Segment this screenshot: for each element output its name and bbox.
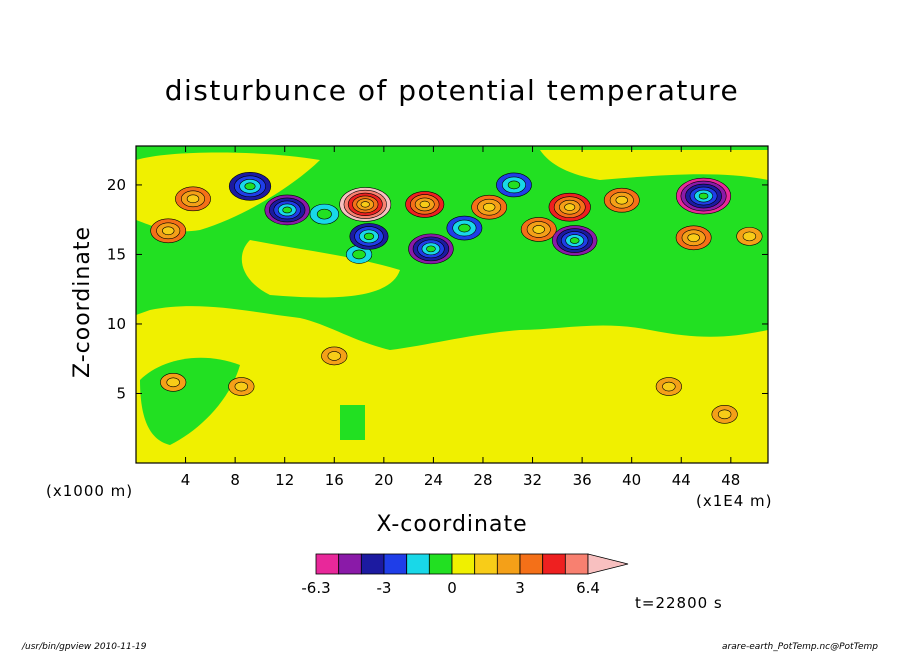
- colorbar-swatch: [542, 553, 566, 575]
- colorbar-label: 6.4: [576, 579, 600, 597]
- colorbar-arrow: [587, 553, 629, 575]
- colorbar-legend: -6.3 -3 0 3 6.4: [301, 553, 629, 597]
- chart-title: disturbunce of potential temperature: [164, 74, 740, 107]
- colorbar-label: -6.3: [301, 579, 330, 597]
- contour-feature-8: [419, 200, 430, 208]
- x-unit-label: (x1000 m): [46, 482, 134, 500]
- contour-feature-5: [352, 249, 366, 260]
- contour-feature-7: [363, 232, 375, 240]
- contour-feature-2: [244, 182, 256, 191]
- colorbar-swatch: [519, 553, 544, 575]
- x-axis-label: X-coordinate: [376, 512, 528, 537]
- colorbar-swatch: [338, 553, 362, 575]
- x-tick-label: 4: [181, 471, 191, 489]
- colorbar-swatch: [451, 553, 476, 575]
- footer-file: arare-earth_PotTemp.nc@PotTemp: [722, 642, 878, 652]
- x-scale-note: (x1E4 m): [696, 492, 773, 510]
- x-tick-label: 48: [721, 471, 740, 489]
- x-axis: 4 8 12 16 20 24 28 32 36 40 44 48: [181, 146, 740, 489]
- y-tick-label: 15: [107, 245, 126, 263]
- lower-green-patch: [340, 405, 365, 440]
- colorbar-swatch: [406, 553, 430, 575]
- contour-feature-11: [482, 202, 496, 212]
- colorbar-swatch: [383, 553, 408, 575]
- contour-feature-19: [742, 231, 757, 242]
- contour-feature-24: [717, 409, 732, 420]
- colorbar-swatch: [496, 553, 521, 575]
- y-tick-label: 5: [116, 384, 126, 402]
- colorbar-label: 0: [447, 579, 457, 597]
- colorbar-swatch: [360, 553, 385, 575]
- colorbar-label: 3: [515, 579, 525, 597]
- y-tick-label: 20: [107, 176, 126, 194]
- mid-yellow-region: [241, 240, 400, 298]
- contour-feature-21: [234, 381, 249, 392]
- contour-feature-15: [569, 237, 580, 244]
- y-tick-label: 10: [107, 315, 126, 333]
- plot-frame: [135, 145, 769, 464]
- contour-feature-14: [564, 203, 576, 211]
- upper-yellow-region: [136, 152, 320, 232]
- x-tick-label: 32: [523, 471, 542, 489]
- contour-feature-4: [316, 208, 332, 220]
- contour-feature-20: [166, 377, 180, 388]
- colorbar-swatch: [315, 553, 340, 575]
- contour-feature-10: [458, 223, 471, 233]
- y-axis-label: Z-coordinate: [70, 226, 95, 378]
- x-tick-label: 24: [424, 471, 443, 489]
- contour-feature-18: [687, 233, 700, 243]
- contour-feature-9: [426, 245, 436, 253]
- colorbar-swatch: [564, 553, 589, 575]
- x-tick-label: 16: [325, 471, 344, 489]
- colorbar-swatch: [474, 553, 498, 575]
- plot-area: [136, 146, 768, 463]
- top-right-yellow: [540, 150, 768, 180]
- contour-feature-22: [327, 351, 341, 361]
- x-tick-label: 40: [622, 471, 641, 489]
- footer-program: /usr/bin/gpview 2010-11-19: [22, 642, 147, 652]
- contour-feature-17: [698, 192, 709, 200]
- x-tick-label: 28: [473, 471, 492, 489]
- x-tick-label: 36: [573, 471, 592, 489]
- contour-feature-3: [282, 206, 292, 214]
- contour-feature-12: [507, 180, 521, 190]
- contour-feature-16: [615, 195, 628, 205]
- y-axis: 5 10 15 20: [107, 176, 768, 402]
- contour-feature-6: [360, 201, 370, 208]
- contour-feature-1: [186, 194, 200, 204]
- contour-feature-13: [532, 225, 545, 234]
- contour-feature-23: [662, 381, 676, 392]
- colorbar-swatch: [428, 553, 453, 575]
- time-label: t=22800 s: [635, 594, 723, 612]
- x-tick-label: 8: [230, 471, 240, 489]
- x-tick-label: 44: [672, 471, 691, 489]
- x-tick-label: 20: [374, 471, 393, 489]
- colorbar-label: -3: [377, 579, 392, 597]
- contour-feature-0: [162, 226, 175, 236]
- x-tick-label: 12: [275, 471, 294, 489]
